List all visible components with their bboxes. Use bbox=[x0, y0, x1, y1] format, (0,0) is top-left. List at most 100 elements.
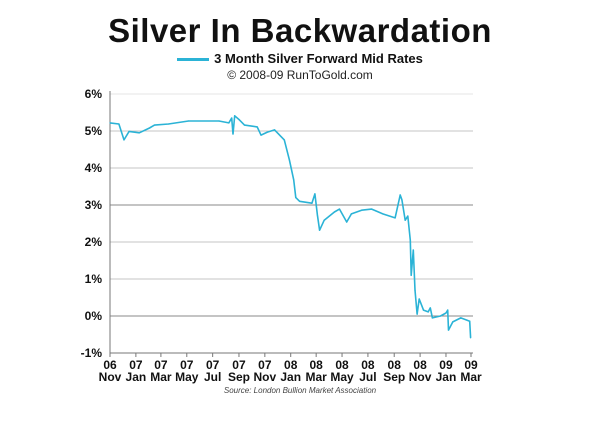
data-point bbox=[429, 307, 431, 309]
x-tick-month: Jul bbox=[204, 370, 221, 384]
data-point bbox=[316, 214, 319, 216]
data-point bbox=[447, 329, 450, 331]
x-tick-year: 08 bbox=[309, 358, 323, 372]
data-point bbox=[447, 309, 449, 311]
data-point bbox=[234, 115, 236, 117]
data-point bbox=[311, 202, 313, 204]
data-point bbox=[167, 123, 170, 125]
data-point bbox=[371, 208, 373, 210]
data-point bbox=[350, 213, 352, 215]
data-point bbox=[445, 312, 447, 314]
x-tick-month: Nov bbox=[99, 370, 122, 384]
y-tick-label: 5% bbox=[85, 124, 103, 138]
data-point bbox=[148, 127, 151, 129]
data-point bbox=[394, 217, 396, 219]
x-tick-year: 08 bbox=[413, 358, 427, 372]
data-point bbox=[128, 130, 130, 132]
data-point bbox=[295, 197, 297, 199]
x-tick-year: 09 bbox=[439, 358, 453, 372]
y-tick-label: 3% bbox=[85, 198, 103, 212]
data-point bbox=[407, 215, 409, 217]
legend-swatch bbox=[177, 58, 210, 62]
chart-subtitle: © 2008-09 RunToGold.com bbox=[227, 68, 373, 82]
data-point bbox=[418, 298, 420, 300]
data-point bbox=[439, 315, 442, 317]
data-point bbox=[138, 132, 140, 134]
x-tick-month: Sep bbox=[228, 370, 250, 384]
data-point bbox=[409, 239, 411, 241]
data-point bbox=[346, 221, 348, 223]
x-tick-month: May bbox=[330, 370, 354, 384]
data-point bbox=[469, 320, 471, 322]
data-point bbox=[452, 321, 454, 323]
x-tick-month: Jan bbox=[126, 370, 147, 384]
data-point bbox=[333, 211, 336, 213]
x-tick-month: Nov bbox=[253, 370, 276, 384]
data-point bbox=[412, 249, 414, 251]
data-point bbox=[410, 274, 412, 276]
data-point bbox=[218, 120, 220, 122]
x-tick-year: 08 bbox=[284, 358, 298, 372]
data-point bbox=[360, 209, 363, 211]
x-tick-year: 07 bbox=[129, 358, 143, 372]
data-point bbox=[243, 124, 246, 126]
x-tick-year: 07 bbox=[206, 358, 220, 372]
x-tick-year: 07 bbox=[258, 358, 272, 372]
x-tick-month: Mar bbox=[150, 370, 172, 384]
data-point bbox=[338, 208, 341, 210]
x-tick-year: 07 bbox=[232, 358, 246, 372]
data-point bbox=[401, 199, 403, 201]
data-point bbox=[123, 139, 125, 141]
data-point bbox=[427, 311, 429, 313]
data-point bbox=[414, 289, 416, 291]
data-point bbox=[422, 309, 425, 311]
y-tick-label: -1% bbox=[81, 346, 103, 360]
data-point bbox=[460, 317, 462, 319]
data-point bbox=[238, 119, 240, 121]
data-point bbox=[293, 179, 295, 181]
data-point bbox=[228, 122, 230, 124]
y-tick-label: 1% bbox=[85, 272, 103, 286]
y-tick-label: 2% bbox=[85, 235, 103, 249]
x-tick-year: 08 bbox=[361, 358, 375, 372]
data-point bbox=[187, 120, 190, 122]
y-tick-label: 6% bbox=[85, 87, 103, 101]
data-point bbox=[232, 133, 234, 135]
x-tick-month: Sep bbox=[383, 370, 405, 384]
data-point bbox=[382, 213, 384, 215]
x-tick-year: 08 bbox=[335, 358, 349, 372]
data-point bbox=[404, 219, 406, 221]
data-point bbox=[231, 117, 233, 119]
x-tick-month: Jan bbox=[280, 370, 301, 384]
legend: 3 Month Silver Forward Mid Rates bbox=[0, 51, 600, 66]
x-tick-year: 07 bbox=[154, 358, 168, 372]
data-point bbox=[273, 129, 276, 131]
data-point bbox=[323, 219, 325, 221]
data-point bbox=[256, 126, 258, 128]
y-tick-label: 0% bbox=[85, 309, 103, 323]
data-point bbox=[153, 124, 156, 126]
x-tick-month: Jul bbox=[359, 370, 376, 384]
legend-label: 3 Month Silver Forward Mid Rates bbox=[214, 51, 423, 66]
x-tick-month: Mar bbox=[305, 370, 327, 384]
data-point bbox=[109, 122, 111, 124]
x-tick-month: May bbox=[175, 370, 199, 384]
x-tick-month: Nov bbox=[409, 370, 432, 384]
data-point bbox=[318, 229, 321, 231]
data-point bbox=[299, 200, 301, 202]
x-tick-month: Jan bbox=[436, 370, 457, 384]
chart-source: Source: London Bullion Market Associatio… bbox=[223, 386, 377, 395]
data-point bbox=[118, 123, 120, 125]
data-point bbox=[314, 193, 316, 195]
data-point bbox=[431, 317, 433, 319]
data-point bbox=[399, 194, 401, 196]
data-point bbox=[266, 131, 268, 133]
series-line bbox=[109, 115, 472, 338]
x-tick-year: 08 bbox=[388, 358, 402, 372]
x-tick-month: Mar bbox=[460, 370, 482, 384]
data-point bbox=[466, 319, 468, 321]
x-tick-year: 06 bbox=[103, 358, 117, 372]
data-point bbox=[260, 134, 262, 136]
data-point bbox=[469, 337, 472, 339]
x-tick-year: 07 bbox=[180, 358, 194, 372]
